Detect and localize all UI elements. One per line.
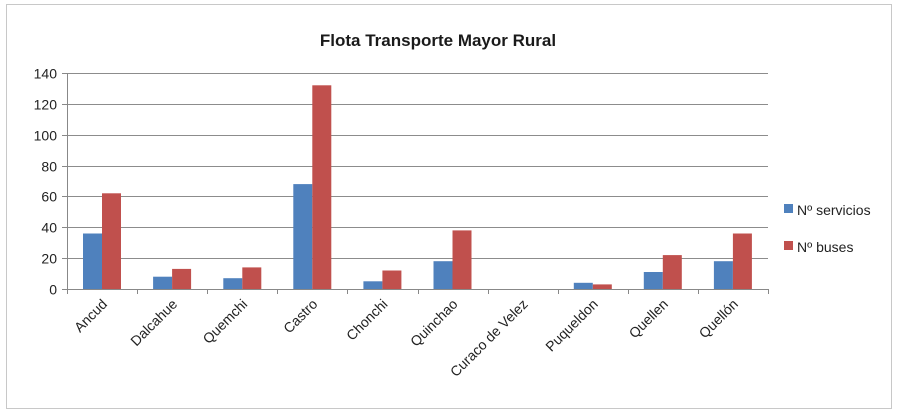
y-tick-label: 20 [41,251,57,267]
legend-label: Nº servicios [797,202,871,218]
bar-servicios [153,276,173,289]
x-tick-label: Puqueldon [542,296,601,355]
x-axis: Ancud Dalcahue Quemchi Castro Chonchi Quincha… [67,289,769,380]
y-tick-label: 80 [41,159,57,175]
x-tick-label: Quinchao [407,296,461,350]
bar-servicios [363,281,383,289]
chart-frame [6,4,892,409]
legend-swatch [784,241,793,250]
y-tick-label: 0 [49,282,57,298]
x-tick-label: Quellón [696,296,741,341]
bar-servicios [83,233,102,289]
legend-swatch [784,204,793,213]
x-tick-label: Ancud [71,296,110,335]
bar-buses [592,284,612,289]
bar-servicios [293,184,313,289]
bar-servicios [433,261,453,289]
x-tick-label: Castro [280,296,321,337]
bar-buses [732,233,752,289]
bar-servicios [643,272,663,289]
bars [83,85,752,289]
bar-buses [242,267,262,289]
bar-servicios [223,278,243,289]
bar-buses [452,230,472,289]
gridlines [67,73,768,290]
x-tick-label: Curaco de Velez [447,296,531,380]
x-tick-label: Quemchi [199,296,250,347]
y-tick-label: 140 [34,66,58,82]
bar-servicios [573,282,593,289]
x-tick-label: Chonchi [343,296,391,344]
y-tick-label: 100 [34,128,58,144]
y-axis: 0 20 40 60 80 100 120 140 [34,66,68,298]
x-tick-label: Quellen [626,296,671,341]
y-tick-label: 120 [34,97,58,113]
bar-buses [172,268,192,289]
legend: Nº servicios Nº buses [784,202,871,255]
y-tick-label: 60 [41,189,57,205]
bar-buses [312,85,332,289]
bar-buses [662,255,682,289]
y-tick-label: 40 [41,220,57,236]
bar-servicios [713,261,733,289]
bar-buses [102,193,121,289]
legend-label: Nº buses [797,239,853,255]
bar-buses [382,270,402,289]
x-tick-label: Dalcahue [127,296,180,349]
chart-title: Flota Transporte Mayor Rural [320,31,556,50]
